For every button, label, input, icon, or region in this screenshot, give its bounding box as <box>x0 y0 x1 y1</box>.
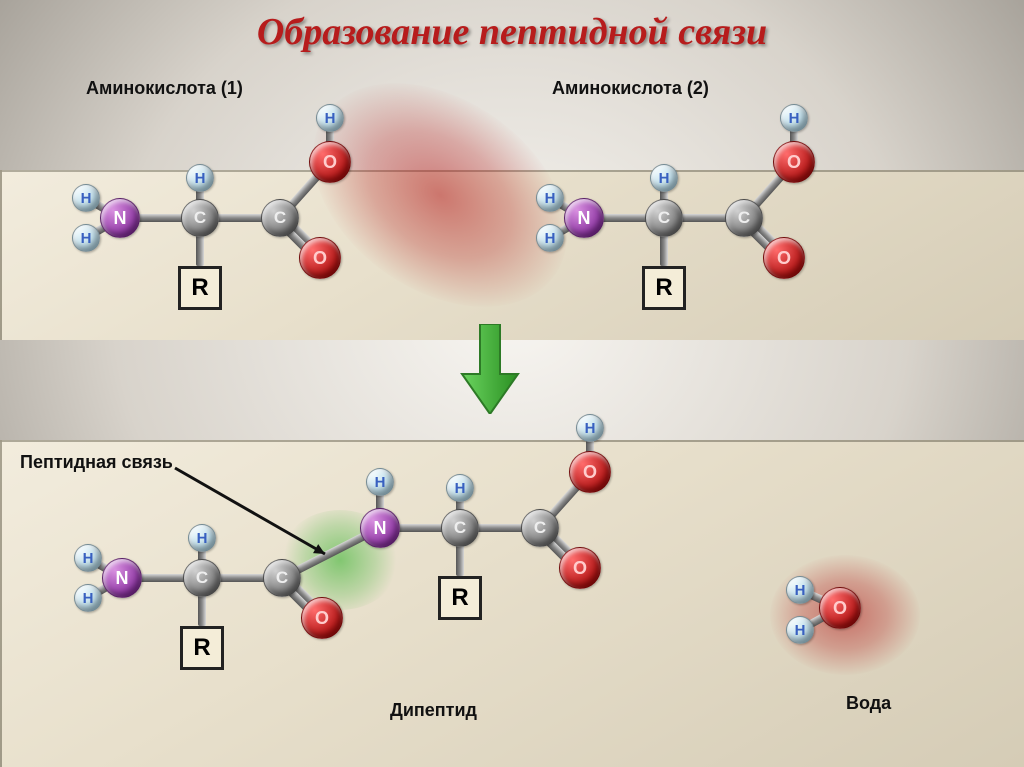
label-dipeptide: Дипептид <box>390 700 477 721</box>
label-peptide-bond: Пептидная связь <box>20 452 173 473</box>
bond-pointer-arrow-icon <box>0 0 1024 767</box>
label-amino-acid-1: Аминокислота (1) <box>86 78 243 99</box>
label-water: Вода <box>846 693 891 714</box>
label-amino-acid-2: Аминокислота (2) <box>552 78 709 99</box>
